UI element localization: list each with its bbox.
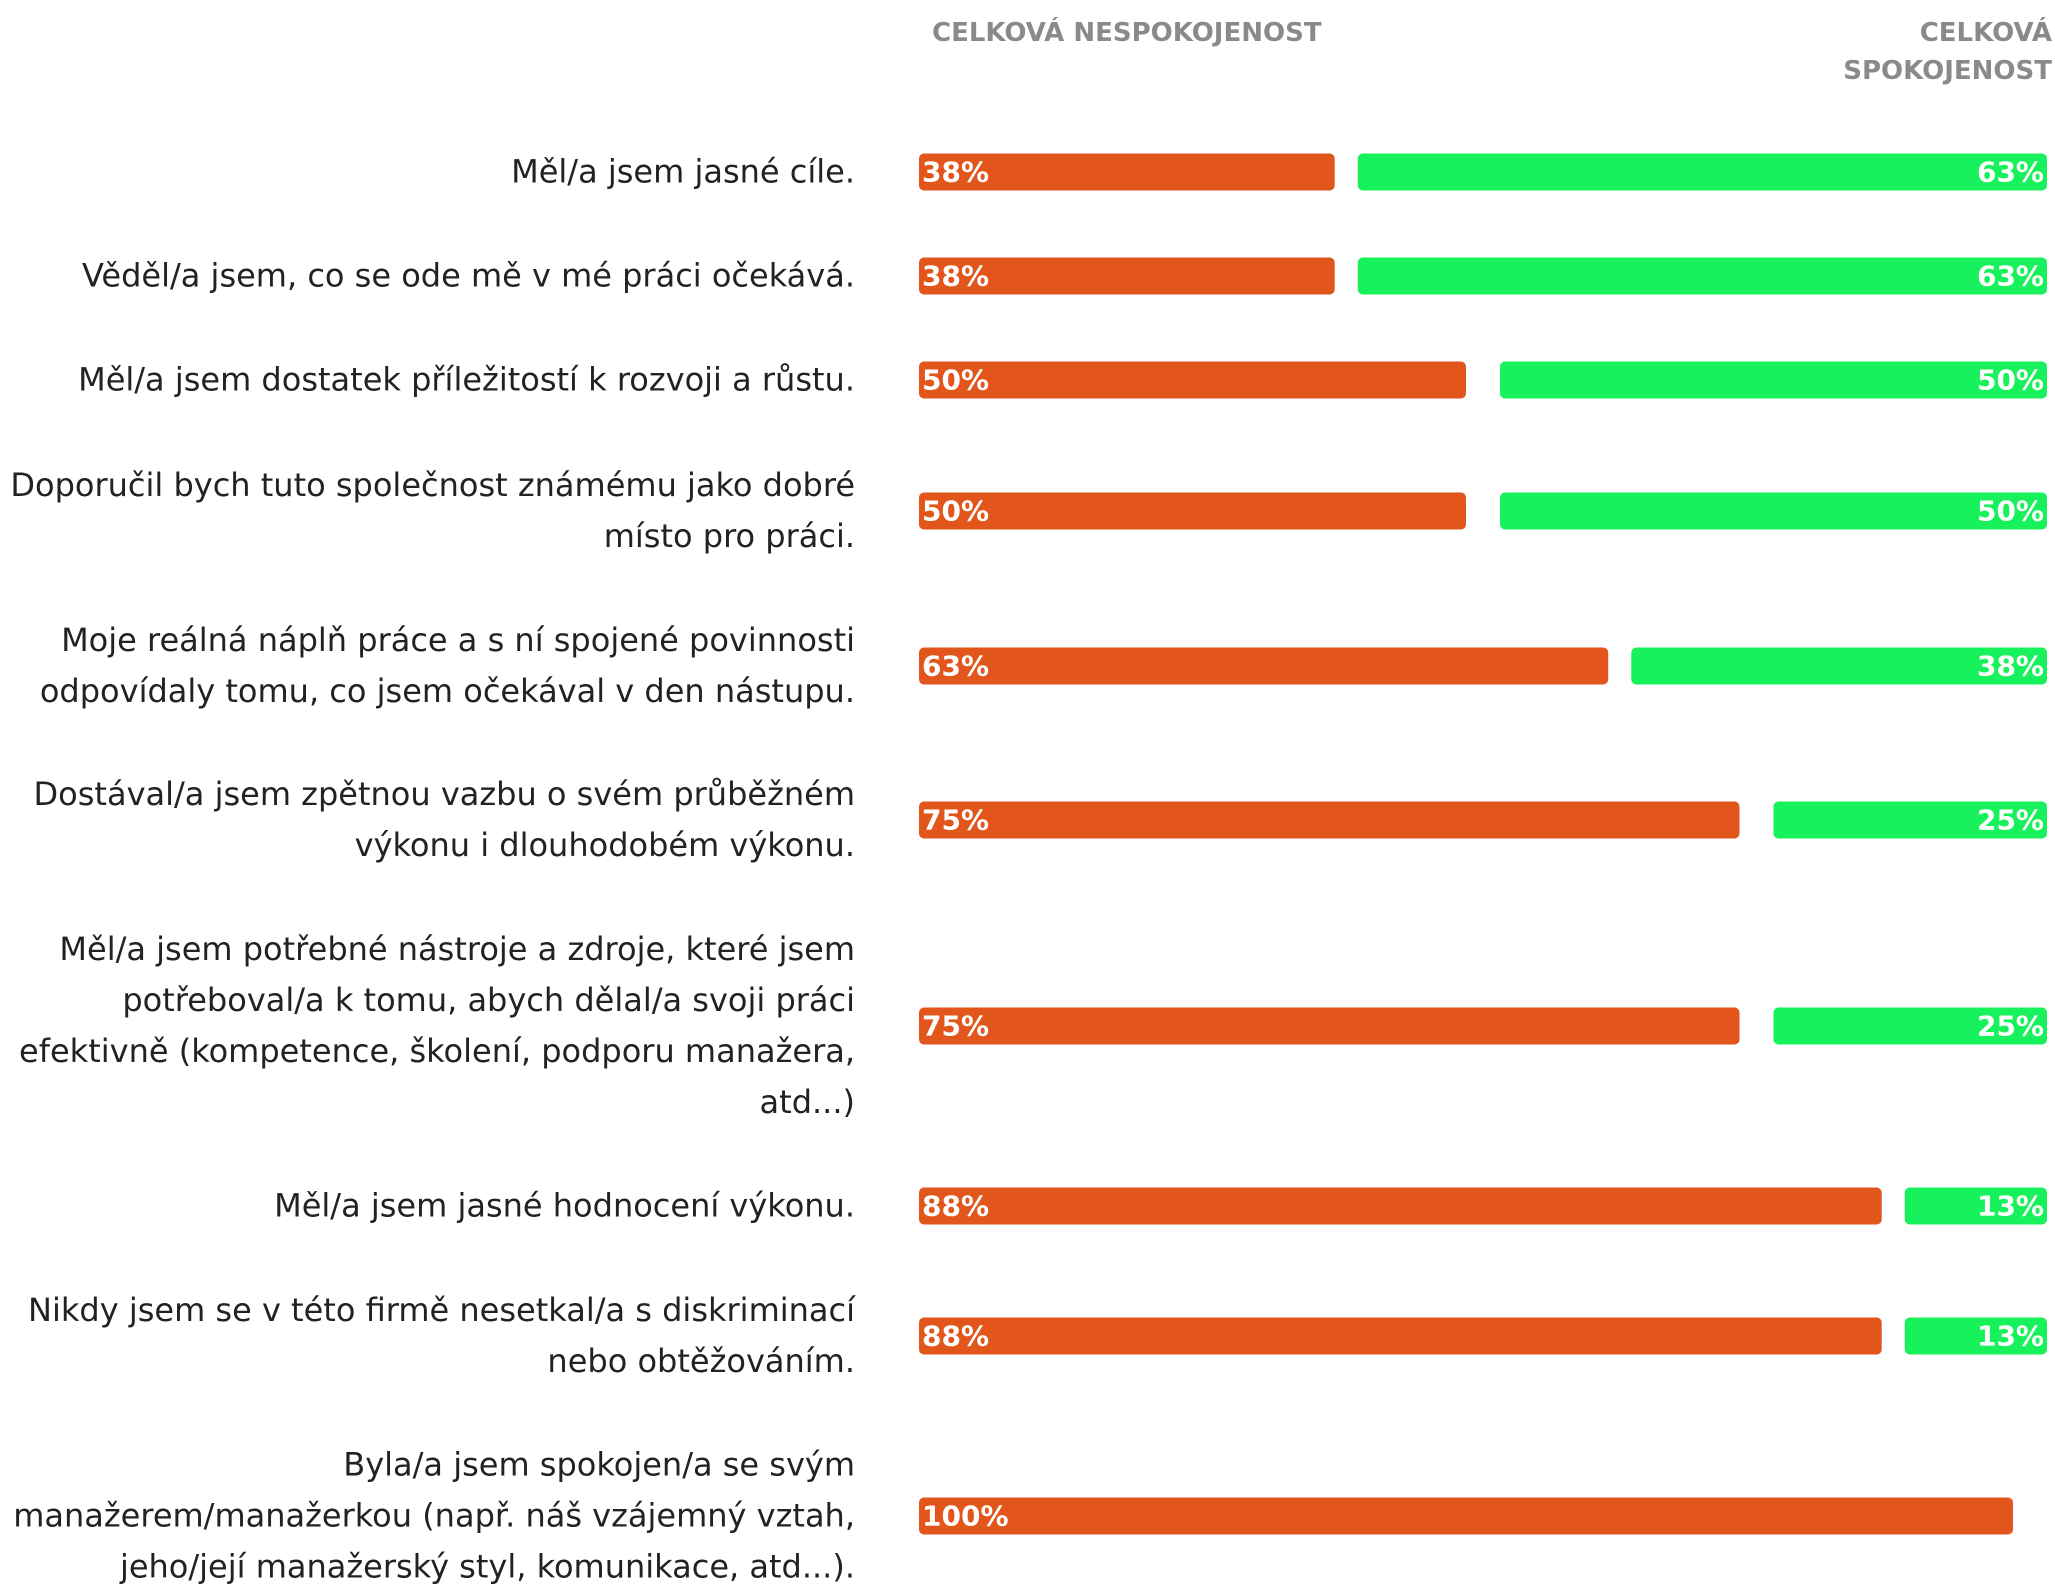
data-label: 25% (1977, 1010, 2044, 1043)
series-header: CELKOVÁ NESPOKOJENOST (932, 18, 1322, 48)
category-label: Měl/a jsem jasné cíle. (511, 152, 855, 191)
data-label: 50% (1977, 364, 2044, 397)
data-label: 100% (922, 1500, 1009, 1533)
data-label: 50% (1977, 495, 2044, 528)
bar (1904, 1317, 2047, 1355)
category-label: Byla/a jsem spokojen/a se svým manažerem… (13, 1445, 855, 1586)
data-label: 63% (922, 650, 989, 683)
bar (919, 257, 1335, 295)
bar (919, 153, 1335, 191)
category-label: Doporučil bych tuto společnost známému j… (10, 466, 855, 555)
data-label: 63% (1977, 156, 2044, 189)
category-label: Dostával/a jsem zpětnou vazbu o svém prů… (33, 775, 855, 864)
series-header: CELKOVÁ SPOKOJENOST (1843, 18, 2052, 86)
data-label: 13% (1977, 1320, 2044, 1353)
data-label: 88% (922, 1320, 989, 1353)
category-label: Měl/a jsem potřebné nástroje a zdroje, k… (19, 930, 855, 1121)
data-label: 75% (922, 1010, 989, 1043)
bar (919, 492, 1466, 530)
data-label: 88% (922, 1190, 989, 1223)
bar (919, 1187, 1882, 1225)
bar (1904, 1187, 2047, 1225)
data-label: 50% (922, 364, 989, 397)
bar (919, 361, 1466, 399)
bar (1500, 361, 2047, 399)
bar (1631, 647, 2047, 685)
bar (919, 801, 1740, 839)
data-label: 50% (922, 495, 989, 528)
data-label: 38% (922, 156, 989, 189)
data-label: 13% (1977, 1190, 2044, 1223)
data-label: 63% (1977, 260, 2044, 293)
category-label: Moje reálná náplň práce a s ní spojené p… (39, 621, 855, 710)
bar (919, 1007, 1740, 1045)
category-label: Nikdy jsem se v této firmě nesetkal/a s … (28, 1291, 855, 1380)
data-label: 75% (922, 804, 989, 837)
category-label: Měl/a jsem jasné hodnocení výkonu. (274, 1186, 855, 1225)
bar (1357, 257, 2047, 295)
data-label: 38% (1977, 650, 2044, 683)
bar (919, 647, 1609, 685)
bar (1773, 1007, 2047, 1045)
bar (1500, 492, 2047, 530)
data-label: 38% (922, 260, 989, 293)
bar (919, 1317, 1882, 1355)
bar (1773, 801, 2047, 839)
bar (919, 1497, 2013, 1535)
data-label: 25% (1977, 804, 2044, 837)
bar (1357, 153, 2047, 191)
category-label: Věděl/a jsem, co se ode mě v mé práci oč… (82, 256, 855, 295)
category-label: Měl/a jsem dostatek příležitostí k rozvo… (78, 360, 855, 399)
